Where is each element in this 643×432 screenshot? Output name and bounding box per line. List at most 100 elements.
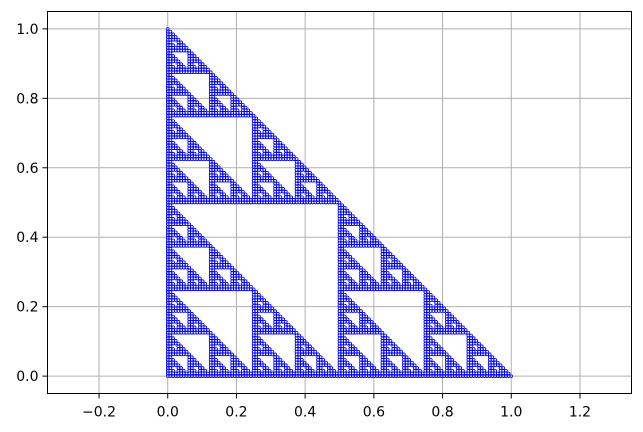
data-point bbox=[241, 363, 245, 368]
data-point bbox=[233, 355, 237, 359]
data-point bbox=[262, 341, 267, 346]
data-point bbox=[171, 325, 175, 330]
data-point bbox=[270, 306, 275, 311]
data-point bbox=[182, 260, 186, 264]
data-point bbox=[313, 349, 318, 354]
data-point bbox=[273, 352, 277, 357]
data-point bbox=[289, 325, 293, 330]
data-point bbox=[259, 360, 264, 365]
data-point bbox=[176, 341, 181, 346]
data-point bbox=[300, 347, 304, 351]
data-point bbox=[265, 322, 269, 327]
data-point bbox=[262, 363, 267, 368]
data-point bbox=[184, 349, 189, 354]
data-point bbox=[302, 360, 307, 365]
data-point bbox=[179, 257, 183, 262]
data-point bbox=[176, 255, 181, 259]
data-point bbox=[278, 368, 283, 373]
data-point bbox=[206, 328, 210, 332]
data-point bbox=[259, 339, 264, 343]
data-point bbox=[235, 368, 240, 373]
data-point bbox=[187, 265, 191, 270]
data-point bbox=[289, 368, 293, 373]
data-point bbox=[225, 368, 229, 373]
data-point bbox=[257, 292, 261, 297]
data-point bbox=[179, 344, 183, 349]
data-point bbox=[192, 314, 197, 319]
data-point bbox=[195, 317, 200, 321]
data-point bbox=[171, 358, 175, 362]
data-point bbox=[171, 249, 175, 254]
data-point bbox=[310, 347, 315, 351]
data-point bbox=[195, 274, 200, 278]
data-point bbox=[281, 360, 285, 365]
data-point bbox=[208, 330, 213, 335]
data-point bbox=[174, 360, 178, 365]
data-point bbox=[278, 358, 283, 362]
data-point bbox=[198, 363, 202, 368]
data-point bbox=[176, 363, 181, 368]
data-point bbox=[222, 366, 226, 370]
data-point bbox=[200, 366, 205, 370]
data-point bbox=[214, 336, 218, 340]
data-point bbox=[190, 268, 194, 273]
data-point bbox=[276, 355, 280, 359]
data-point bbox=[227, 349, 232, 354]
data-point bbox=[176, 320, 181, 324]
data-point bbox=[278, 325, 283, 330]
data-point bbox=[203, 325, 208, 330]
data-point bbox=[265, 344, 269, 349]
data-point bbox=[182, 303, 186, 308]
data-point bbox=[321, 368, 326, 373]
data-point bbox=[259, 317, 264, 321]
data-point bbox=[171, 336, 175, 340]
data-point bbox=[238, 360, 242, 365]
data-point bbox=[262, 298, 267, 302]
data-point bbox=[187, 352, 191, 357]
data-point bbox=[267, 325, 272, 330]
data-point bbox=[182, 282, 186, 286]
data-point bbox=[257, 314, 261, 319]
data-point bbox=[300, 358, 304, 362]
data-point bbox=[171, 314, 175, 319]
data-point bbox=[171, 303, 175, 308]
data-point bbox=[216, 339, 221, 343]
data-point bbox=[265, 301, 269, 305]
data-point bbox=[300, 368, 304, 373]
data-point bbox=[192, 368, 197, 373]
data-point bbox=[286, 366, 291, 370]
data-point bbox=[192, 271, 197, 275]
data-point bbox=[211, 333, 216, 338]
data-point bbox=[310, 368, 315, 373]
data-point bbox=[214, 358, 218, 362]
data-point bbox=[192, 325, 197, 330]
data-point bbox=[308, 344, 312, 349]
data-point bbox=[187, 309, 191, 313]
data-point bbox=[174, 339, 178, 343]
data-point bbox=[184, 263, 189, 267]
data-point bbox=[300, 336, 304, 340]
data-point bbox=[230, 352, 234, 357]
data-point bbox=[195, 360, 200, 365]
data-point bbox=[332, 368, 336, 373]
data-point bbox=[284, 363, 288, 368]
data-point bbox=[214, 368, 218, 373]
data-point bbox=[284, 320, 288, 324]
data-point bbox=[171, 347, 175, 351]
data-point bbox=[259, 295, 264, 300]
data-point bbox=[219, 341, 224, 346]
data-point bbox=[273, 309, 277, 313]
data-point bbox=[297, 333, 301, 338]
data-point bbox=[257, 368, 261, 373]
data-point bbox=[257, 336, 261, 340]
data-point bbox=[257, 325, 261, 330]
data-point bbox=[184, 306, 189, 311]
data-point bbox=[257, 303, 261, 308]
data-point bbox=[270, 349, 275, 354]
data-point bbox=[318, 355, 323, 359]
data-point bbox=[190, 355, 194, 359]
data-point bbox=[267, 347, 272, 351]
data-point bbox=[176, 276, 181, 281]
